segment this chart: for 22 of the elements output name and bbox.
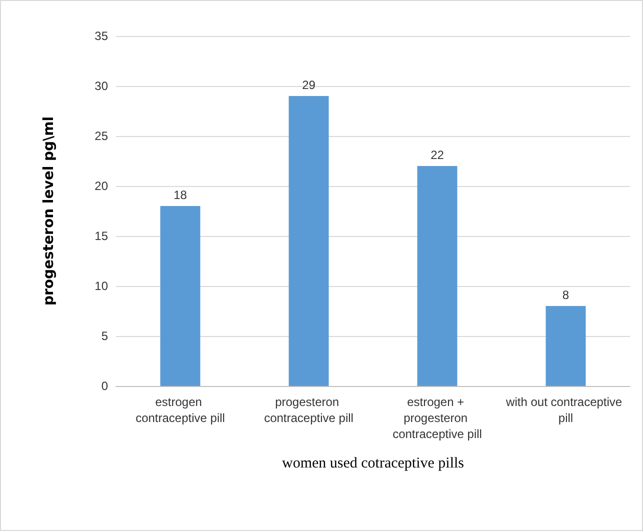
y-tick-label: 35 xyxy=(94,29,108,43)
bar xyxy=(546,306,586,386)
y-tick-label: 10 xyxy=(94,279,108,293)
bar xyxy=(417,166,458,386)
x-axis-title: women used cotraceptive pills xyxy=(282,456,464,472)
y-tick-label: 25 xyxy=(94,129,108,143)
x-tick-label: estrogen + progesteron contraceptive pill xyxy=(392,395,482,441)
data-label: 8 xyxy=(562,288,570,302)
bar xyxy=(288,96,329,386)
x-tick-label: estrogen contraceptive pill xyxy=(136,395,225,425)
bar xyxy=(160,206,200,386)
x-tick-label: progesteron contraceptive pill xyxy=(264,395,354,425)
data-label: 29 xyxy=(302,78,316,92)
data-label: 18 xyxy=(174,188,188,202)
x-tick-label: with out contraceptive pill xyxy=(505,395,626,425)
data-label: 22 xyxy=(430,148,444,162)
y-axis-title: progesteron level pg\ml xyxy=(41,116,57,306)
y-tick-label: 30 xyxy=(94,79,108,93)
y-tick-label: 15 xyxy=(94,229,108,243)
y-tick-label: 0 xyxy=(101,379,108,393)
y-tick-label: 20 xyxy=(94,179,108,193)
y-tick-label: 5 xyxy=(101,329,108,343)
